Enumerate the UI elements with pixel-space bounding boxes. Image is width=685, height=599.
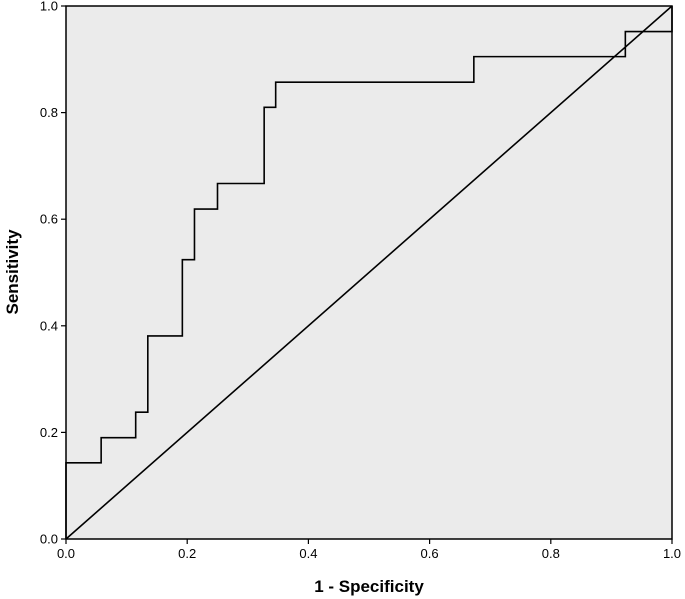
- y-axis-title: Sensitivity: [3, 229, 22, 315]
- x-tick-label: 1.0: [663, 546, 681, 561]
- y-tick-label: 0.6: [40, 212, 58, 227]
- y-tick-label: 0.4: [40, 318, 58, 333]
- y-tick-label: 1.0: [40, 0, 58, 14]
- x-axis-title: 1 - Specificity: [314, 577, 424, 596]
- y-tick-label: 0.0: [40, 532, 58, 547]
- x-tick-labels: 0.0 0.2 0.4 0.6 0.8 1.0: [57, 546, 681, 561]
- x-tick-label: 0.4: [299, 546, 317, 561]
- x-tick-label: 0.8: [542, 546, 560, 561]
- y-tick-label: 0.8: [40, 105, 58, 120]
- x-tick-label: 0.2: [178, 546, 196, 561]
- reference-diagonal-line: [65, 5, 673, 540]
- roc-curve-line: [65, 6, 673, 539]
- y-tick-labels: 0.0 0.2 0.4 0.6 0.8 1.0: [40, 0, 58, 547]
- x-tick-label: 0.0: [57, 546, 75, 561]
- y-tick-label: 0.2: [40, 425, 58, 440]
- x-tick-label: 0.6: [421, 546, 439, 561]
- axis-ticks: [61, 5, 673, 544]
